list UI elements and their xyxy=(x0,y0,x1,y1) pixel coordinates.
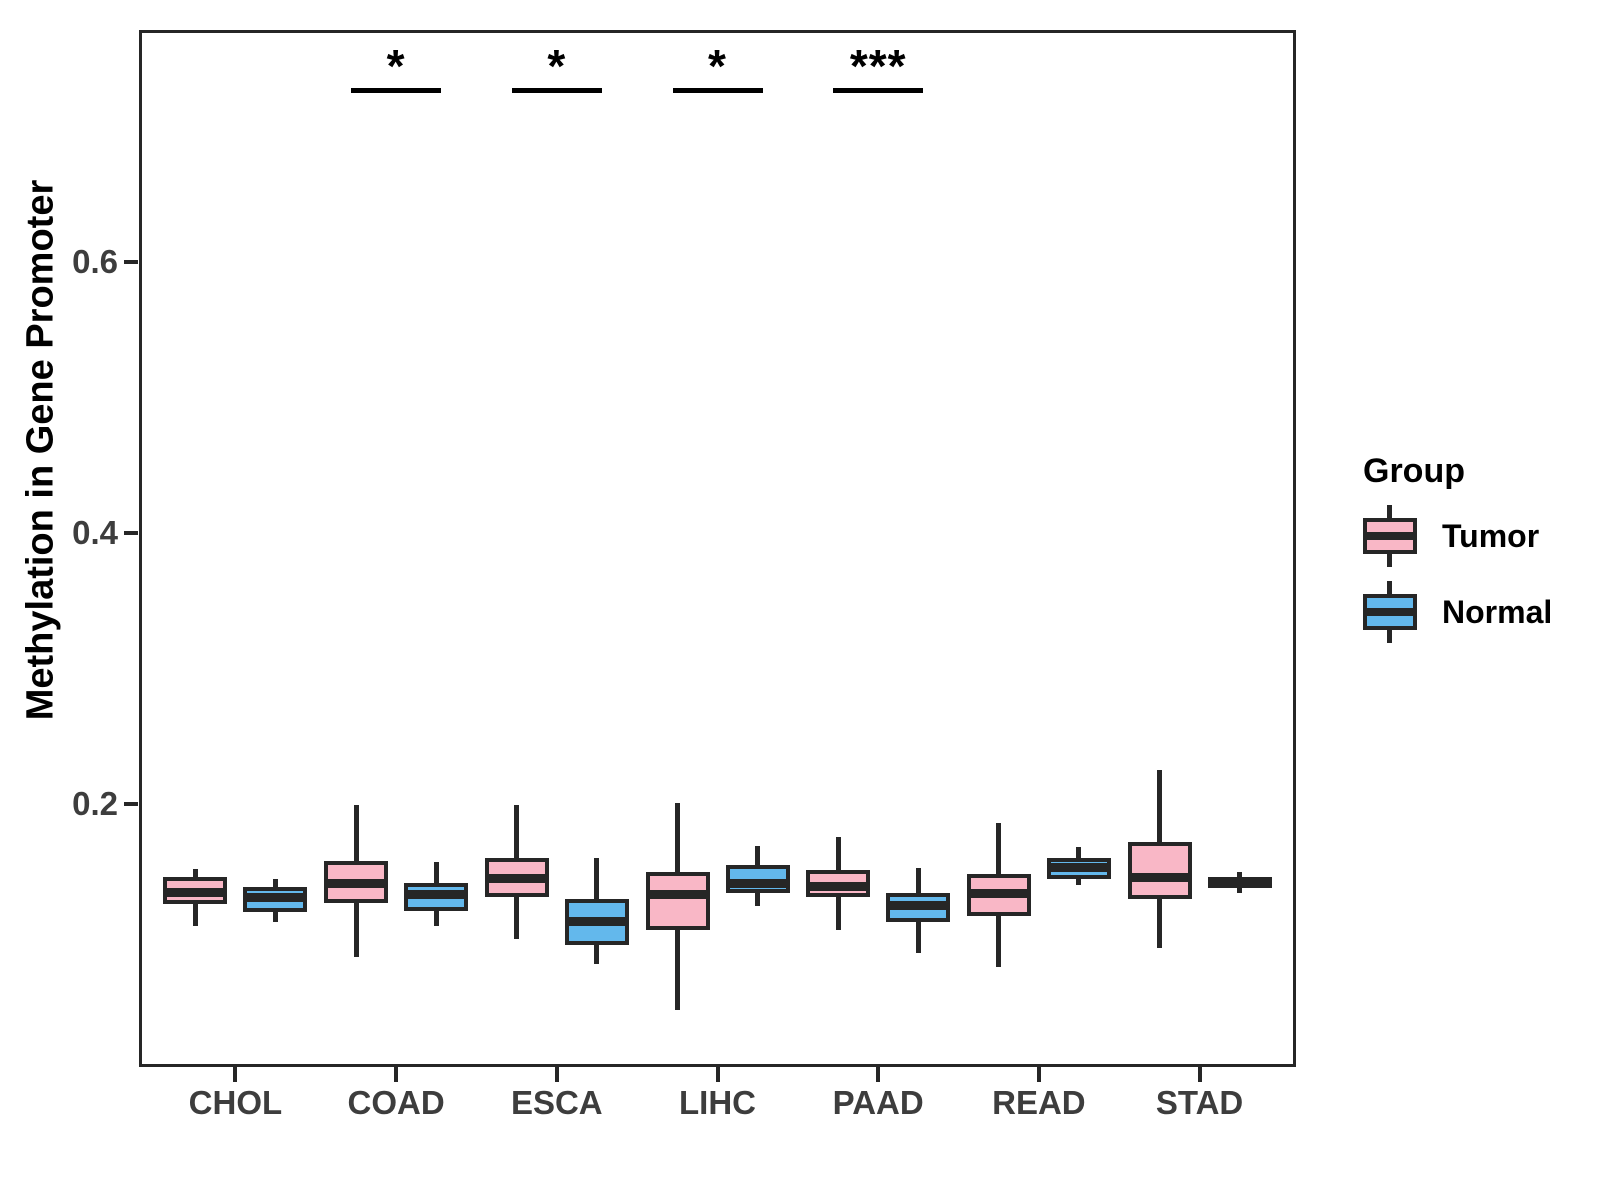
median-normal-COAD xyxy=(404,890,469,900)
significance-label-ESCA: * xyxy=(547,40,567,92)
median-normal-ESCA xyxy=(564,917,629,927)
median-tumor-STAD xyxy=(1127,872,1192,882)
y-tick-mark-0.4 xyxy=(124,531,138,535)
y-tick-label-0.2: 0.2 xyxy=(72,785,118,822)
legend-key-median xyxy=(1363,532,1417,540)
median-tumor-PAAD xyxy=(806,882,871,892)
significance-line-COAD xyxy=(351,88,442,93)
x-tick-label-ESCA: ESCA xyxy=(510,1084,603,1121)
x-tick-label-CHOL: CHOL xyxy=(188,1084,283,1121)
legend-entry-normal: Normal xyxy=(1363,581,1599,643)
legend-key-boxplot-icon xyxy=(1363,505,1417,567)
box-tumor-STAD xyxy=(1127,841,1192,899)
x-tick-mark-ESCA xyxy=(554,1067,559,1082)
x-tick-label-READ: READ xyxy=(992,1084,1086,1121)
y-tick-label-0.4: 0.4 xyxy=(72,514,118,551)
box-tumor-LIHC xyxy=(645,871,710,930)
median-normal-PAAD xyxy=(886,901,951,911)
legend-title: Group xyxy=(1363,452,1465,490)
legend-key-boxplot-icon xyxy=(1363,581,1417,643)
y-tick-label-0.6: 0.6 xyxy=(72,243,118,280)
x-tick-mark-STAD xyxy=(1197,1067,1202,1082)
significance-line-LIHC xyxy=(672,88,763,93)
x-tick-label-PAAD: PAAD xyxy=(832,1084,924,1121)
median-normal-CHOL xyxy=(243,892,308,902)
legend-label: Tumor xyxy=(1442,518,1540,554)
x-tick-label-LIHC: LIHC xyxy=(679,1084,756,1121)
significance-label-PAAD: *** xyxy=(849,40,907,92)
y-tick-mark-0.6 xyxy=(124,260,138,264)
legend-entries: Tumor Normal xyxy=(1363,505,1599,643)
significance-label-LIHC: * xyxy=(708,40,727,92)
x-tick-mark-CHOL xyxy=(233,1067,238,1082)
y-tick-mark-0.2 xyxy=(124,802,138,806)
median-tumor-READ xyxy=(966,888,1031,898)
median-tumor-ESCA xyxy=(484,874,549,884)
legend: Group Tumor Normal xyxy=(1363,452,1599,643)
legend-key-median xyxy=(1363,608,1417,616)
median-normal-READ xyxy=(1046,863,1111,873)
x-tick-label-STAD: STAD xyxy=(1155,1084,1244,1121)
median-tumor-LIHC xyxy=(645,890,710,900)
x-tick-label-COAD: COAD xyxy=(347,1084,445,1121)
median-normal-STAD xyxy=(1207,878,1272,888)
x-tick-mark-LIHC xyxy=(715,1067,720,1082)
legend-entry-tumor: Tumor xyxy=(1363,505,1599,567)
box-normal-LIHC xyxy=(725,864,790,894)
median-tumor-CHOL xyxy=(163,887,228,897)
significance-line-PAAD xyxy=(833,88,924,93)
median-tumor-COAD xyxy=(324,879,389,889)
x-tick-mark-READ xyxy=(1036,1067,1041,1082)
x-tick-mark-COAD xyxy=(394,1067,399,1082)
x-tick-mark-PAAD xyxy=(876,1067,881,1082)
significance-label-COAD: * xyxy=(386,40,406,92)
median-normal-LIHC xyxy=(725,879,790,889)
significance-line-ESCA xyxy=(511,88,602,93)
legend-label: Normal xyxy=(1442,594,1553,630)
